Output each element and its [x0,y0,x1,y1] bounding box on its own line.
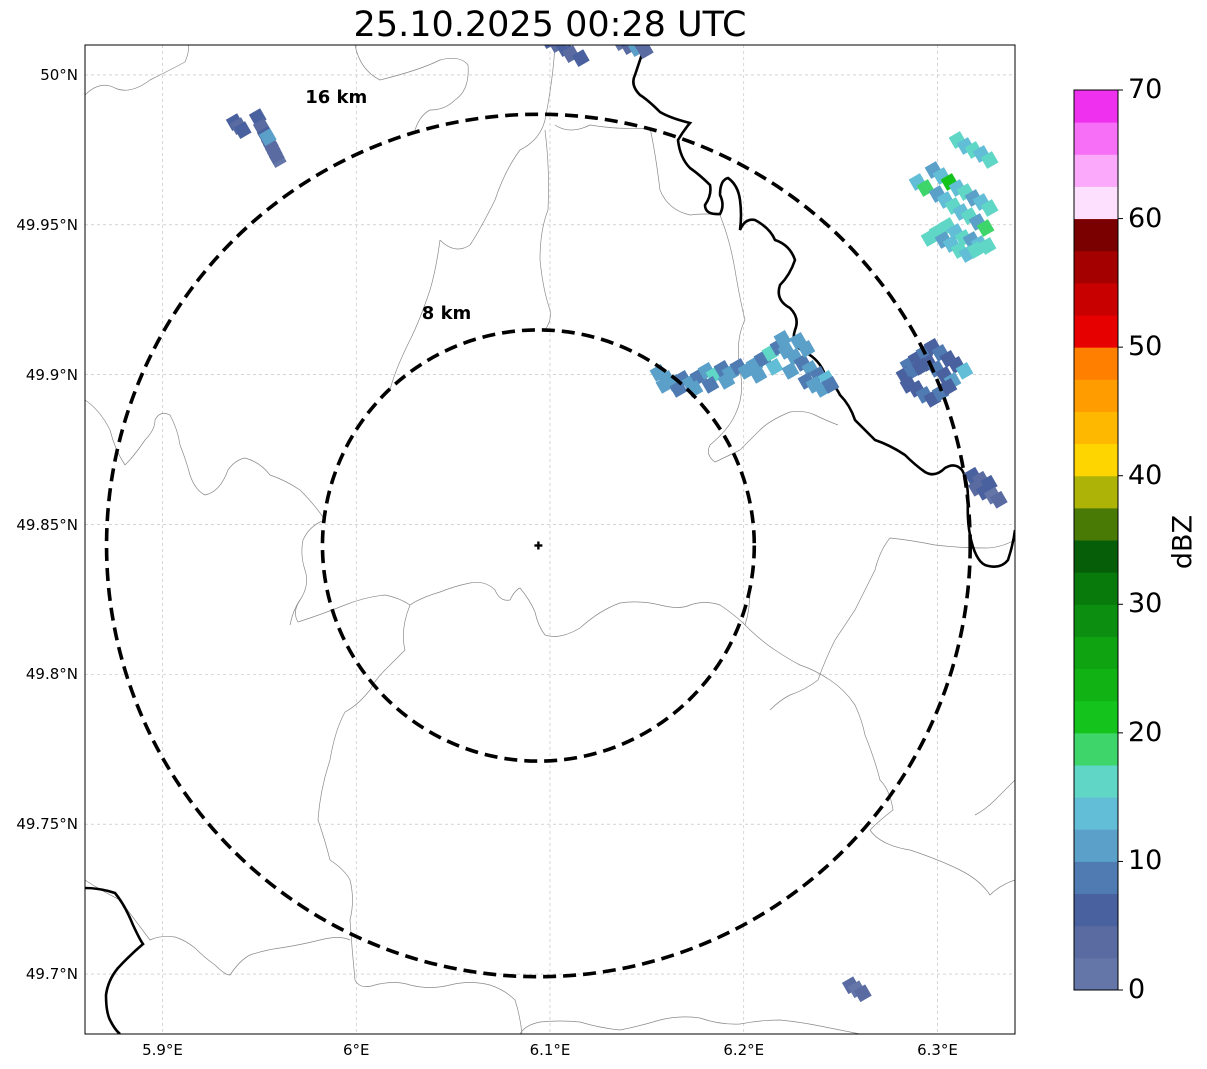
colorbar-segment [1074,957,1118,991]
echo-pixel [669,379,688,398]
colorbar-segment [1074,732,1118,766]
colorbar-segment [1074,411,1118,445]
colorbar-segment [1074,925,1118,959]
echo-pixel [920,229,939,247]
echo-pixel [939,377,958,396]
y-tick-label: 49.95°N [16,215,78,234]
map-gridlines [85,45,1015,1034]
range-ring-label: 8 km [421,302,472,324]
colorbar-segment [1074,90,1118,123]
echo-pixel [980,199,999,217]
colorbar-segment [1074,315,1118,348]
range-rings [104,112,972,979]
colorbar-segment [1074,218,1118,252]
colorbar-segment [1074,572,1118,605]
range-ring-label: 16 km [305,87,368,109]
echo-pixel [717,371,736,390]
colorbar-segment [1074,700,1118,734]
colorbar-segment [1074,282,1118,316]
echo-pixel [266,146,285,164]
echo-pixel [615,45,634,48]
colorbar-segment [1074,540,1118,573]
echo-pixel [765,357,784,376]
echo-cluster-central-east-band [649,329,840,398]
y-tick-label: 50°N [40,65,78,84]
colorbar-segment [1074,636,1118,670]
echo-cluster-north-left-a [225,113,252,139]
y-tick-label: 49.9°N [25,365,78,384]
colorbar-segment [1074,475,1118,509]
colorbar-label: dBZ [1167,514,1199,570]
x-tick-label: 6.1°E [529,1041,571,1059]
colorbar-tick-label: 70 [1128,74,1163,105]
echo-pixel [853,984,872,1003]
colorbar-segment [1074,250,1118,284]
echo-pixel [552,25,570,43]
echo-pixel [821,375,840,394]
x-tick-label: 6°E [342,1041,370,1059]
range-ring-8km [320,328,757,763]
colorbar-segment [1074,122,1118,155]
colorbar-segment [1074,154,1118,187]
colorbar-tick-label: 60 [1128,202,1163,234]
radar-location-marker [534,541,543,550]
echo-cluster-north-left-b [248,108,287,168]
echo-cluster-east-small [963,466,1008,509]
echo-pixel [976,219,995,237]
echo-pixel [980,151,999,169]
x-tick-label: 6.3°E [917,1041,958,1059]
echo-pixel [571,49,590,68]
y-tick-label: 49.85°N [16,515,78,534]
colorbar-tick-label: 40 [1128,459,1163,491]
range-ring-16km [104,112,972,979]
echo-pixel [955,361,974,380]
echo-pixel [559,45,578,48]
colorbar-segment [1074,765,1118,798]
echo-pixel [258,128,277,146]
echo-pixel [797,339,816,358]
y-tick-label: 49.7°N [25,965,78,984]
map-frame [84,44,1016,1035]
colorbar-segment [1074,347,1118,380]
echo-cluster-northeast-cell [908,131,999,263]
map-title: 25.10.2025 00:28 UTC [353,5,747,45]
radar-echoes [225,25,1008,1003]
colorbar-segment [1074,186,1118,220]
y-tick-label: 49.8°N [25,665,78,684]
echo-pixel [773,329,792,348]
echo-cluster-north-central [539,25,654,68]
echo-pixel [655,375,674,394]
colorbar-tick-label: 50 [1128,331,1163,363]
y-tick-label: 49.75°N [16,815,78,834]
colorbar-segment [1074,893,1118,927]
colorbar-segment [1074,829,1118,862]
echo-pixel [749,365,768,384]
colorbar-segment [1074,797,1118,830]
echo-pixel [233,121,252,139]
x-tick-label: 5.9°E [142,1041,183,1059]
echo-cluster-southeast-speck [841,976,872,1003]
echo-pixel [966,241,985,259]
dbz-colorbar [1073,89,1123,991]
colorbar-segment [1074,443,1118,477]
colorbar-segment [1074,604,1118,637]
x-tick-label: 6.2°E [723,1041,765,1059]
colorbar-segment [1074,507,1118,541]
colorbar-tick-label: 20 [1128,716,1163,748]
colorbar-tick-label: 30 [1128,588,1163,620]
national-border [85,45,1015,1034]
colorbar-tick-label: 10 [1128,845,1163,877]
colorbar-segment [1074,668,1118,702]
echo-pixel [781,361,800,380]
colorbar-segment [1074,379,1118,412]
colorbar-tick-label: 0 [1128,974,1146,1005]
echo-pixel [989,490,1008,509]
echo-pixel [701,375,720,394]
colorbar-segment [1074,861,1118,895]
